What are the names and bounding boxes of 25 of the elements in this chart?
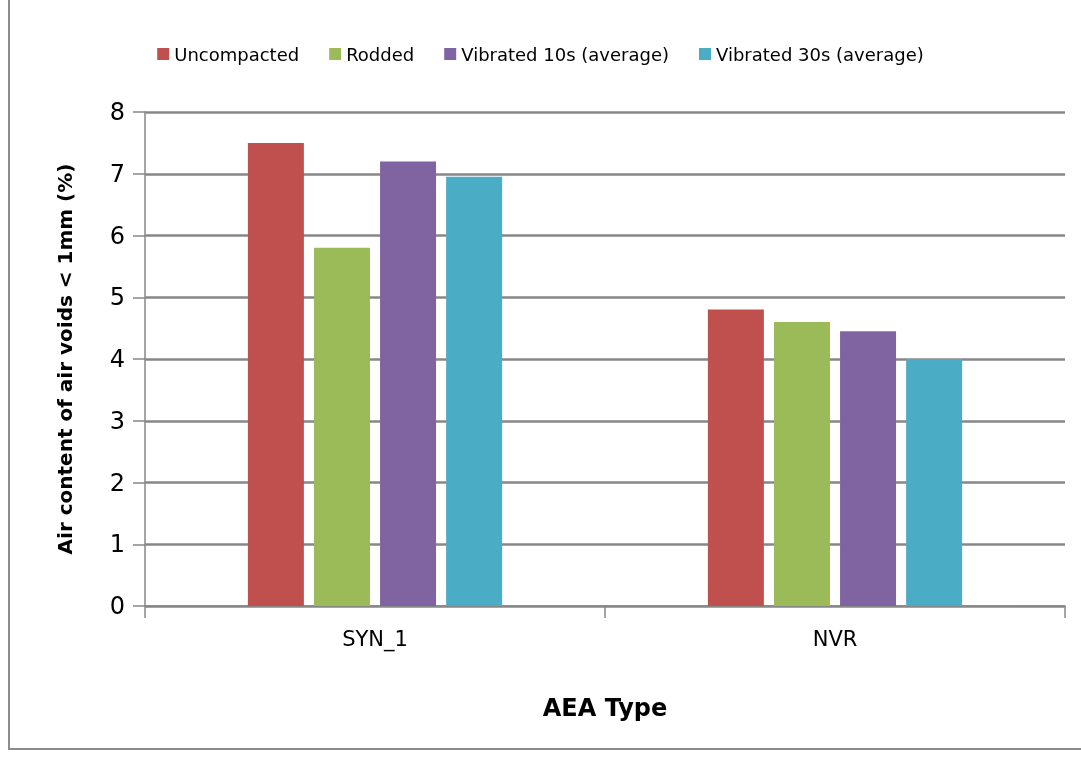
bar — [773, 321, 830, 606]
bar — [840, 331, 897, 606]
y-tick-label: 0 — [109, 592, 125, 620]
x-tick-label: SYN_1 — [342, 626, 408, 652]
y-tick-label: 7 — [109, 159, 125, 188]
legend-label: Uncompacted — [174, 43, 300, 65]
legend-label: Vibrated 10s (average) — [461, 43, 670, 65]
y-tick-label: 8 — [109, 98, 125, 126]
y-axis-title: Air content of air voids < 1mm (%) — [53, 163, 77, 555]
x-tick-label: NVR — [812, 626, 858, 651]
y-tick-label: 5 — [109, 283, 125, 312]
y-tick-label: 4 — [109, 345, 125, 373]
bar — [313, 247, 370, 606]
bar — [380, 161, 437, 606]
legend-label: Rodded — [346, 43, 415, 65]
x-axis-title: AEA Type — [542, 694, 668, 722]
y-tick-label: 1 — [109, 530, 125, 559]
y-tick-label: 6 — [109, 221, 125, 250]
bar — [707, 309, 764, 606]
legend-label: Vibrated 30s (average) — [716, 43, 924, 65]
bar — [906, 359, 963, 606]
bar — [247, 142, 304, 606]
bar — [446, 176, 503, 606]
y-tick-label: 2 — [109, 468, 125, 497]
y-tick-label: 3 — [109, 406, 125, 435]
